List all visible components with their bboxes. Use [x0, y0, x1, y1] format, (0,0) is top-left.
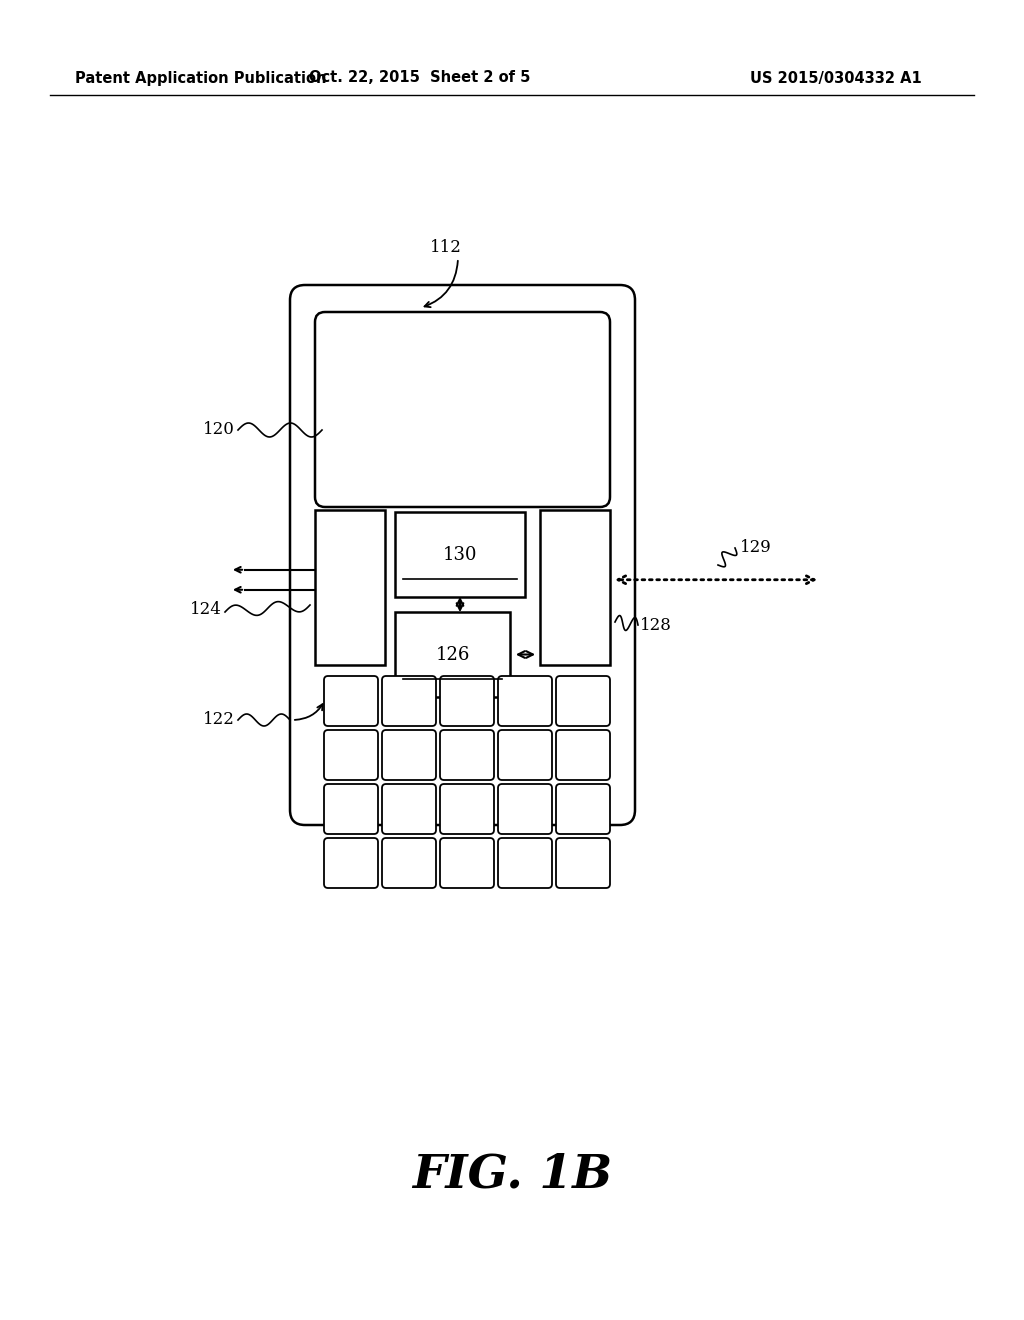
FancyBboxPatch shape — [556, 730, 610, 780]
Bar — [315, 510, 385, 665]
FancyBboxPatch shape — [498, 784, 552, 834]
Text: 128: 128 — [640, 616, 672, 634]
FancyBboxPatch shape — [556, 838, 610, 888]
FancyBboxPatch shape — [440, 730, 494, 780]
Text: 124: 124 — [190, 602, 222, 619]
FancyBboxPatch shape — [324, 730, 378, 780]
FancyBboxPatch shape — [382, 676, 436, 726]
FancyBboxPatch shape — [440, 838, 494, 888]
FancyBboxPatch shape — [382, 838, 436, 888]
Text: Oct. 22, 2015  Sheet 2 of 5: Oct. 22, 2015 Sheet 2 of 5 — [309, 70, 530, 86]
Text: 129: 129 — [740, 540, 772, 557]
FancyBboxPatch shape — [498, 838, 552, 888]
FancyBboxPatch shape — [382, 784, 436, 834]
Text: 112: 112 — [430, 239, 462, 256]
Bar — [540, 510, 610, 665]
Text: 122: 122 — [203, 711, 234, 729]
Text: 130: 130 — [442, 545, 477, 564]
FancyBboxPatch shape — [324, 676, 378, 726]
FancyBboxPatch shape — [324, 784, 378, 834]
Text: 120: 120 — [203, 421, 234, 438]
FancyBboxPatch shape — [324, 838, 378, 888]
FancyBboxPatch shape — [556, 784, 610, 834]
Text: US 2015/0304332 A1: US 2015/0304332 A1 — [750, 70, 922, 86]
Bar — [395, 512, 525, 597]
FancyBboxPatch shape — [440, 784, 494, 834]
Bar — [395, 612, 510, 697]
FancyBboxPatch shape — [556, 676, 610, 726]
FancyBboxPatch shape — [440, 676, 494, 726]
Text: Patent Application Publication: Patent Application Publication — [75, 70, 327, 86]
FancyBboxPatch shape — [498, 676, 552, 726]
FancyBboxPatch shape — [290, 285, 635, 825]
FancyBboxPatch shape — [315, 312, 610, 507]
FancyBboxPatch shape — [382, 730, 436, 780]
FancyBboxPatch shape — [498, 730, 552, 780]
Text: FIG. 1B: FIG. 1B — [412, 1152, 612, 1199]
Text: 126: 126 — [435, 645, 470, 664]
